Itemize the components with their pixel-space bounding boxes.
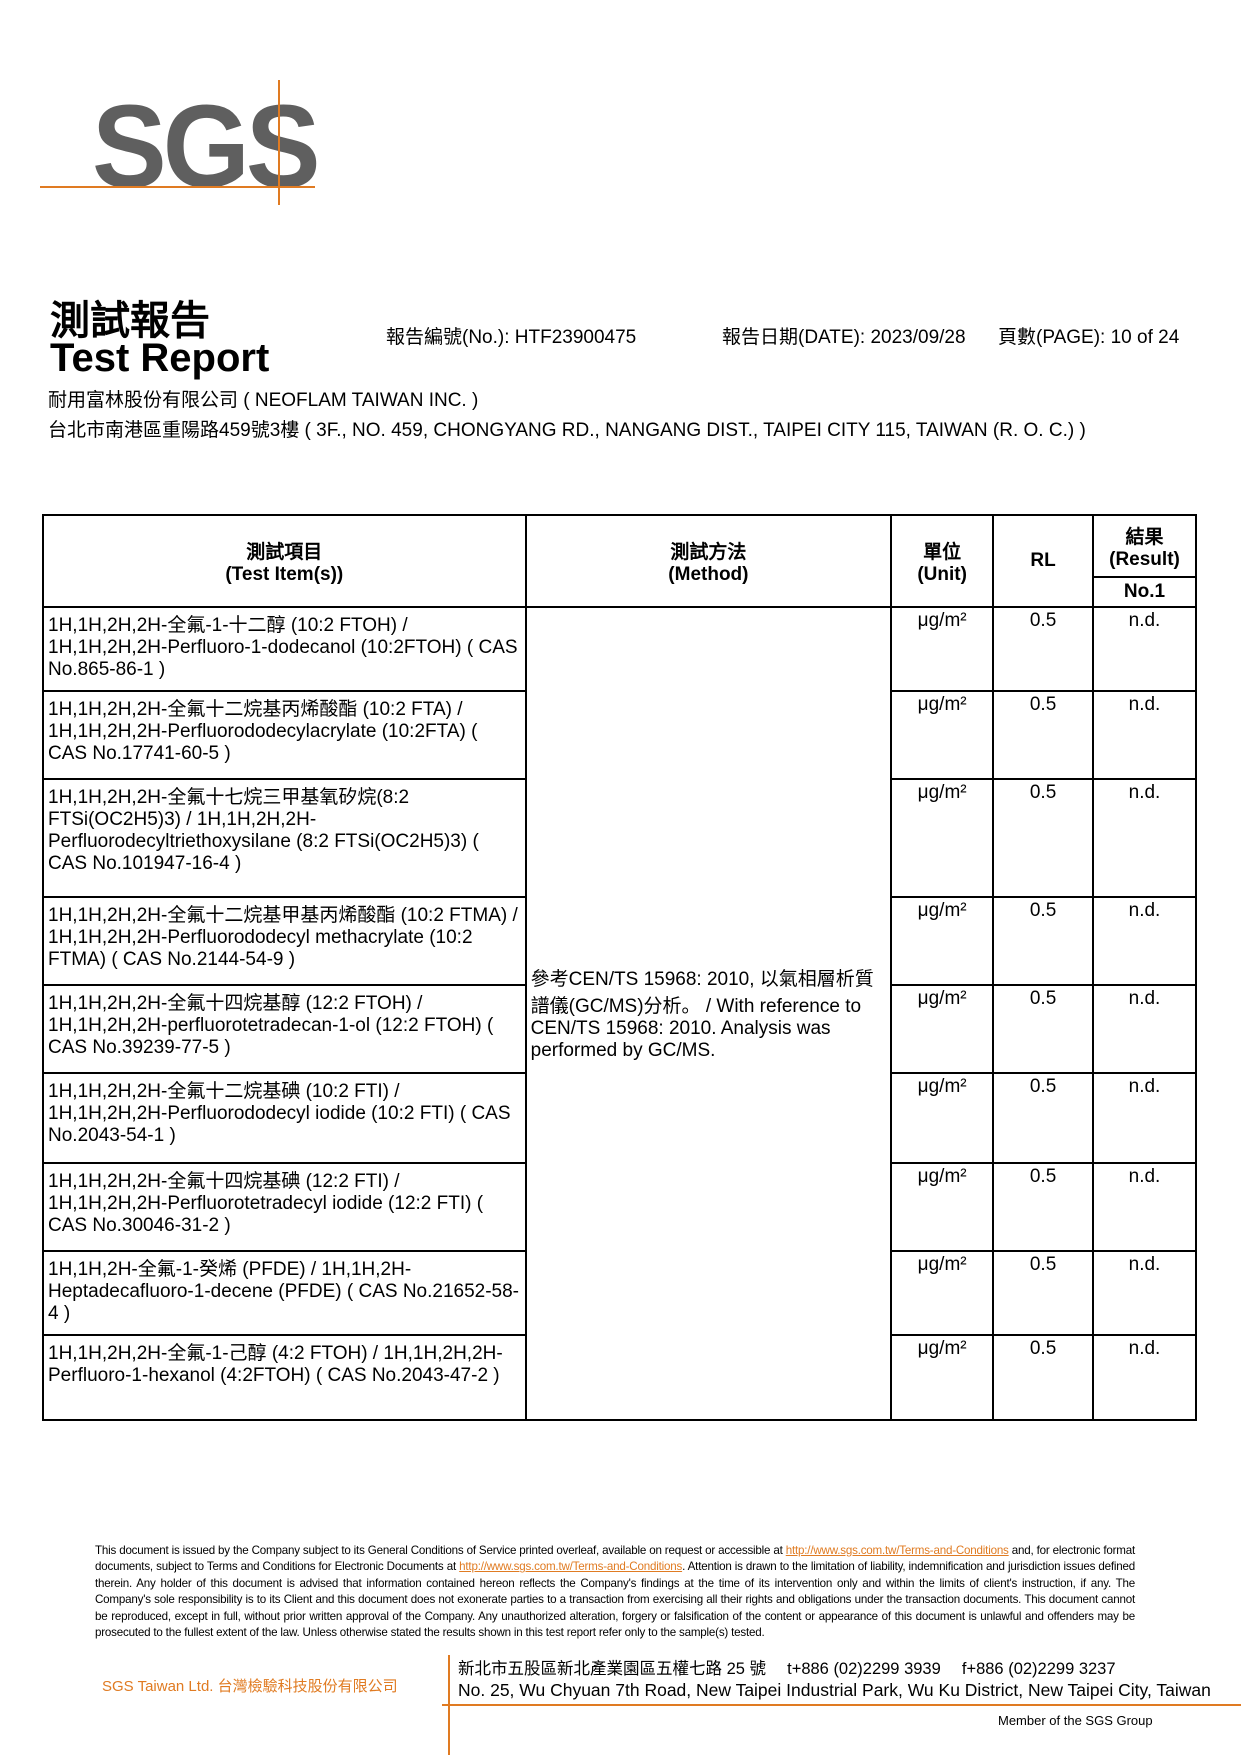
unit-cell: μg/m² xyxy=(890,606,995,692)
rl-cell: 0.5 xyxy=(992,896,1094,986)
header-method: 測試方法 (Method) xyxy=(524,514,893,608)
header-label: 測試方法 xyxy=(670,541,747,563)
client-address: 台北市南港區重陽路459號3樓 ( 3F., NO. 459, CHONGYAN… xyxy=(48,420,1086,441)
unit-cell: μg/m² xyxy=(890,896,995,986)
results-table: 測試項目 (Test Item(s)) 測試方法 (Method) 單位 (Unit)… xyxy=(42,514,1197,1421)
test-item: 1H,1H,2H,2H-全氟十七烷三甲基氧矽烷(8:2 FTSi(OC2H5)3… xyxy=(42,778,527,898)
unit-cell: μg/m² xyxy=(890,984,995,1074)
disclaimer-text: . Attention is drawn to the limitation o… xyxy=(95,1560,1136,1640)
table-row: 1H,1H,2H,2H-全氟十四烷基碘 (12:2 FTI) / 1H,1H,2… xyxy=(42,1162,1197,1252)
table-row: 1H,1H,2H,2H-全氟十二烷基丙烯酸酯 (10:2 FTA) / 1H,1… xyxy=(42,690,1197,780)
unit-cell: μg/m² xyxy=(890,778,995,898)
client-name: 耐用富林股份有限公司 ( NEOFLAM TAIWAN INC. ) xyxy=(48,390,479,411)
unit-cell: μg/m² xyxy=(890,1250,995,1336)
test-item: 1H,1H,2H-全氟-1-癸烯 (PFDE) / 1H,1H,2H-Hepta… xyxy=(42,1250,527,1336)
terms-link[interactable]: http://www.sgs.com.tw/Terms-and-Conditio… xyxy=(785,1544,1009,1557)
test-item: 1H,1H,2H,2H-全氟十四烷基碘 (12:2 FTI) / 1H,1H,2… xyxy=(42,1162,527,1252)
header-rl: RL xyxy=(992,514,1094,608)
rl-cell: 0.5 xyxy=(992,778,1094,898)
company-name: SGS Taiwan Ltd. 台灣檢驗科技股份有限公司 xyxy=(102,1678,398,1695)
logo-line xyxy=(278,80,280,205)
header-unit: 單位 (Unit) xyxy=(890,514,995,608)
header-label: (Unit) xyxy=(917,563,967,585)
footer-address-en: No. 25, Wu Chyuan 7th Road, New Taipei I… xyxy=(458,1680,1211,1700)
test-item: 1H,1H,2H,2H-全氟十二烷基碘 (10:2 FTI) / 1H,1H,2… xyxy=(42,1072,527,1164)
result-cell: n.d. xyxy=(1092,1072,1197,1164)
header-test-item: 測試項目 (Test Item(s)) xyxy=(42,514,527,608)
disclaimer-text: This document is issued by the Company s… xyxy=(95,1544,786,1557)
report-number: 報告編號(No.): HTF23900475 xyxy=(386,327,637,348)
unit-cell: μg/m² xyxy=(890,1072,995,1164)
report-date: 報告日期(DATE): 2023/09/28 xyxy=(722,327,966,348)
footer-address-zh: 新北市五股區新北產業園區五權七路 25 號 t+886 (02)2299 393… xyxy=(458,1660,1116,1678)
header-result: 結果 (Result) xyxy=(1092,514,1197,578)
header-label: 單位 xyxy=(923,541,962,563)
table-row: 1H,1H,2H,2H-全氟十二烷基碘 (10:2 FTI) / 1H,1H,2… xyxy=(42,1072,1197,1164)
header-label: (Test Item(s)) xyxy=(225,563,344,585)
disclaimer-text: and, for electronic format documents, su… xyxy=(95,1544,1135,1574)
terms-link[interactable]: http://www.sgs.com.tw/Terms-and-Conditio… xyxy=(459,1560,683,1574)
table-row: 1H,1H,2H,2H-全氟十二烷基甲基丙烯酸酯 (10:2 FTMA) / 1… xyxy=(42,896,1197,986)
page-number: 頁數(PAGE): 10 of 24 xyxy=(998,327,1180,348)
test-item: 1H,1H,2H,2H-全氟十四烷基醇 (12:2 FTOH) / 1H,1H,… xyxy=(42,984,527,1074)
header-label: (Method) xyxy=(668,563,749,585)
unit-cell: μg/m² xyxy=(890,690,995,780)
method-cell: 參考CEN/TS 15968: 2010, 以氣相層析質譜儀(GC/MS)分析。… xyxy=(524,607,893,1421)
result-cell: n.d. xyxy=(1092,1250,1197,1336)
rl-cell: 0.5 xyxy=(992,690,1094,780)
test-item: 1H,1H,2H,2H-全氟-1-十二醇 (10:2 FTOH) / 1H,1H… xyxy=(42,606,527,692)
table-row: 1H,1H,2H-全氟-1-癸烯 (PFDE) / 1H,1H,2H-Hepta… xyxy=(42,1250,1197,1336)
test-item: 1H,1H,2H,2H-全氟-1-己醇 (4:2 FTOH) / 1H,1H,2… xyxy=(42,1334,527,1421)
footer-divider xyxy=(442,1704,1241,1706)
unit-cell: μg/m² xyxy=(890,1334,995,1421)
test-item: 1H,1H,2H,2H-全氟十二烷基甲基丙烯酸酯 (10:2 FTMA) / 1… xyxy=(42,896,527,986)
header-label: 測試項目 xyxy=(246,541,323,563)
result-cell: n.d. xyxy=(1092,1162,1197,1252)
rl-cell: 0.5 xyxy=(992,1162,1094,1252)
test-item: 1H,1H,2H,2H-全氟十二烷基丙烯酸酯 (10:2 FTA) / 1H,1… xyxy=(42,690,527,780)
result-cell: n.d. xyxy=(1092,984,1197,1074)
header-label: (Result) xyxy=(1109,548,1180,570)
member-text: Member of the SGS Group xyxy=(998,1713,1153,1728)
result-cell: n.d. xyxy=(1092,690,1197,780)
rl-cell: 0.5 xyxy=(992,1250,1094,1336)
rl-cell: 0.5 xyxy=(992,606,1094,692)
table-row: 1H,1H,2H,2H-全氟十四烷基醇 (12:2 FTOH) / 1H,1H,… xyxy=(42,984,1197,1074)
disclaimer: This document is issued by the Company s… xyxy=(95,1543,1135,1641)
unit-cell: μg/m² xyxy=(890,1162,995,1252)
title-zh: 測試報告 xyxy=(50,299,210,343)
table-row: 1H,1H,2H,2H-全氟-1-己醇 (4:2 FTOH) / 1H,1H,2… xyxy=(42,1334,1197,1421)
header-no1: No.1 xyxy=(1092,576,1197,608)
logo-line xyxy=(40,186,315,188)
title-en: Test Report xyxy=(50,336,270,380)
result-cell: n.d. xyxy=(1092,606,1197,692)
rl-cell: 0.5 xyxy=(992,984,1094,1074)
table-row: 1H,1H,2H,2H-全氟-1-十二醇 (10:2 FTOH) / 1H,1H… xyxy=(42,606,1197,1421)
result-cell: n.d. xyxy=(1092,896,1197,986)
result-cell: n.d. xyxy=(1092,1334,1197,1421)
rl-cell: 0.5 xyxy=(992,1334,1094,1421)
rl-cell: 0.5 xyxy=(992,1072,1094,1164)
result-cell: n.d. xyxy=(1092,778,1197,898)
table-row: 1H,1H,2H,2H-全氟十七烷三甲基氧矽烷(8:2 FTSi(OC2H5)3… xyxy=(42,778,1197,898)
header-label: 結果 xyxy=(1125,526,1164,548)
sgs-logo: SGS xyxy=(92,80,321,213)
